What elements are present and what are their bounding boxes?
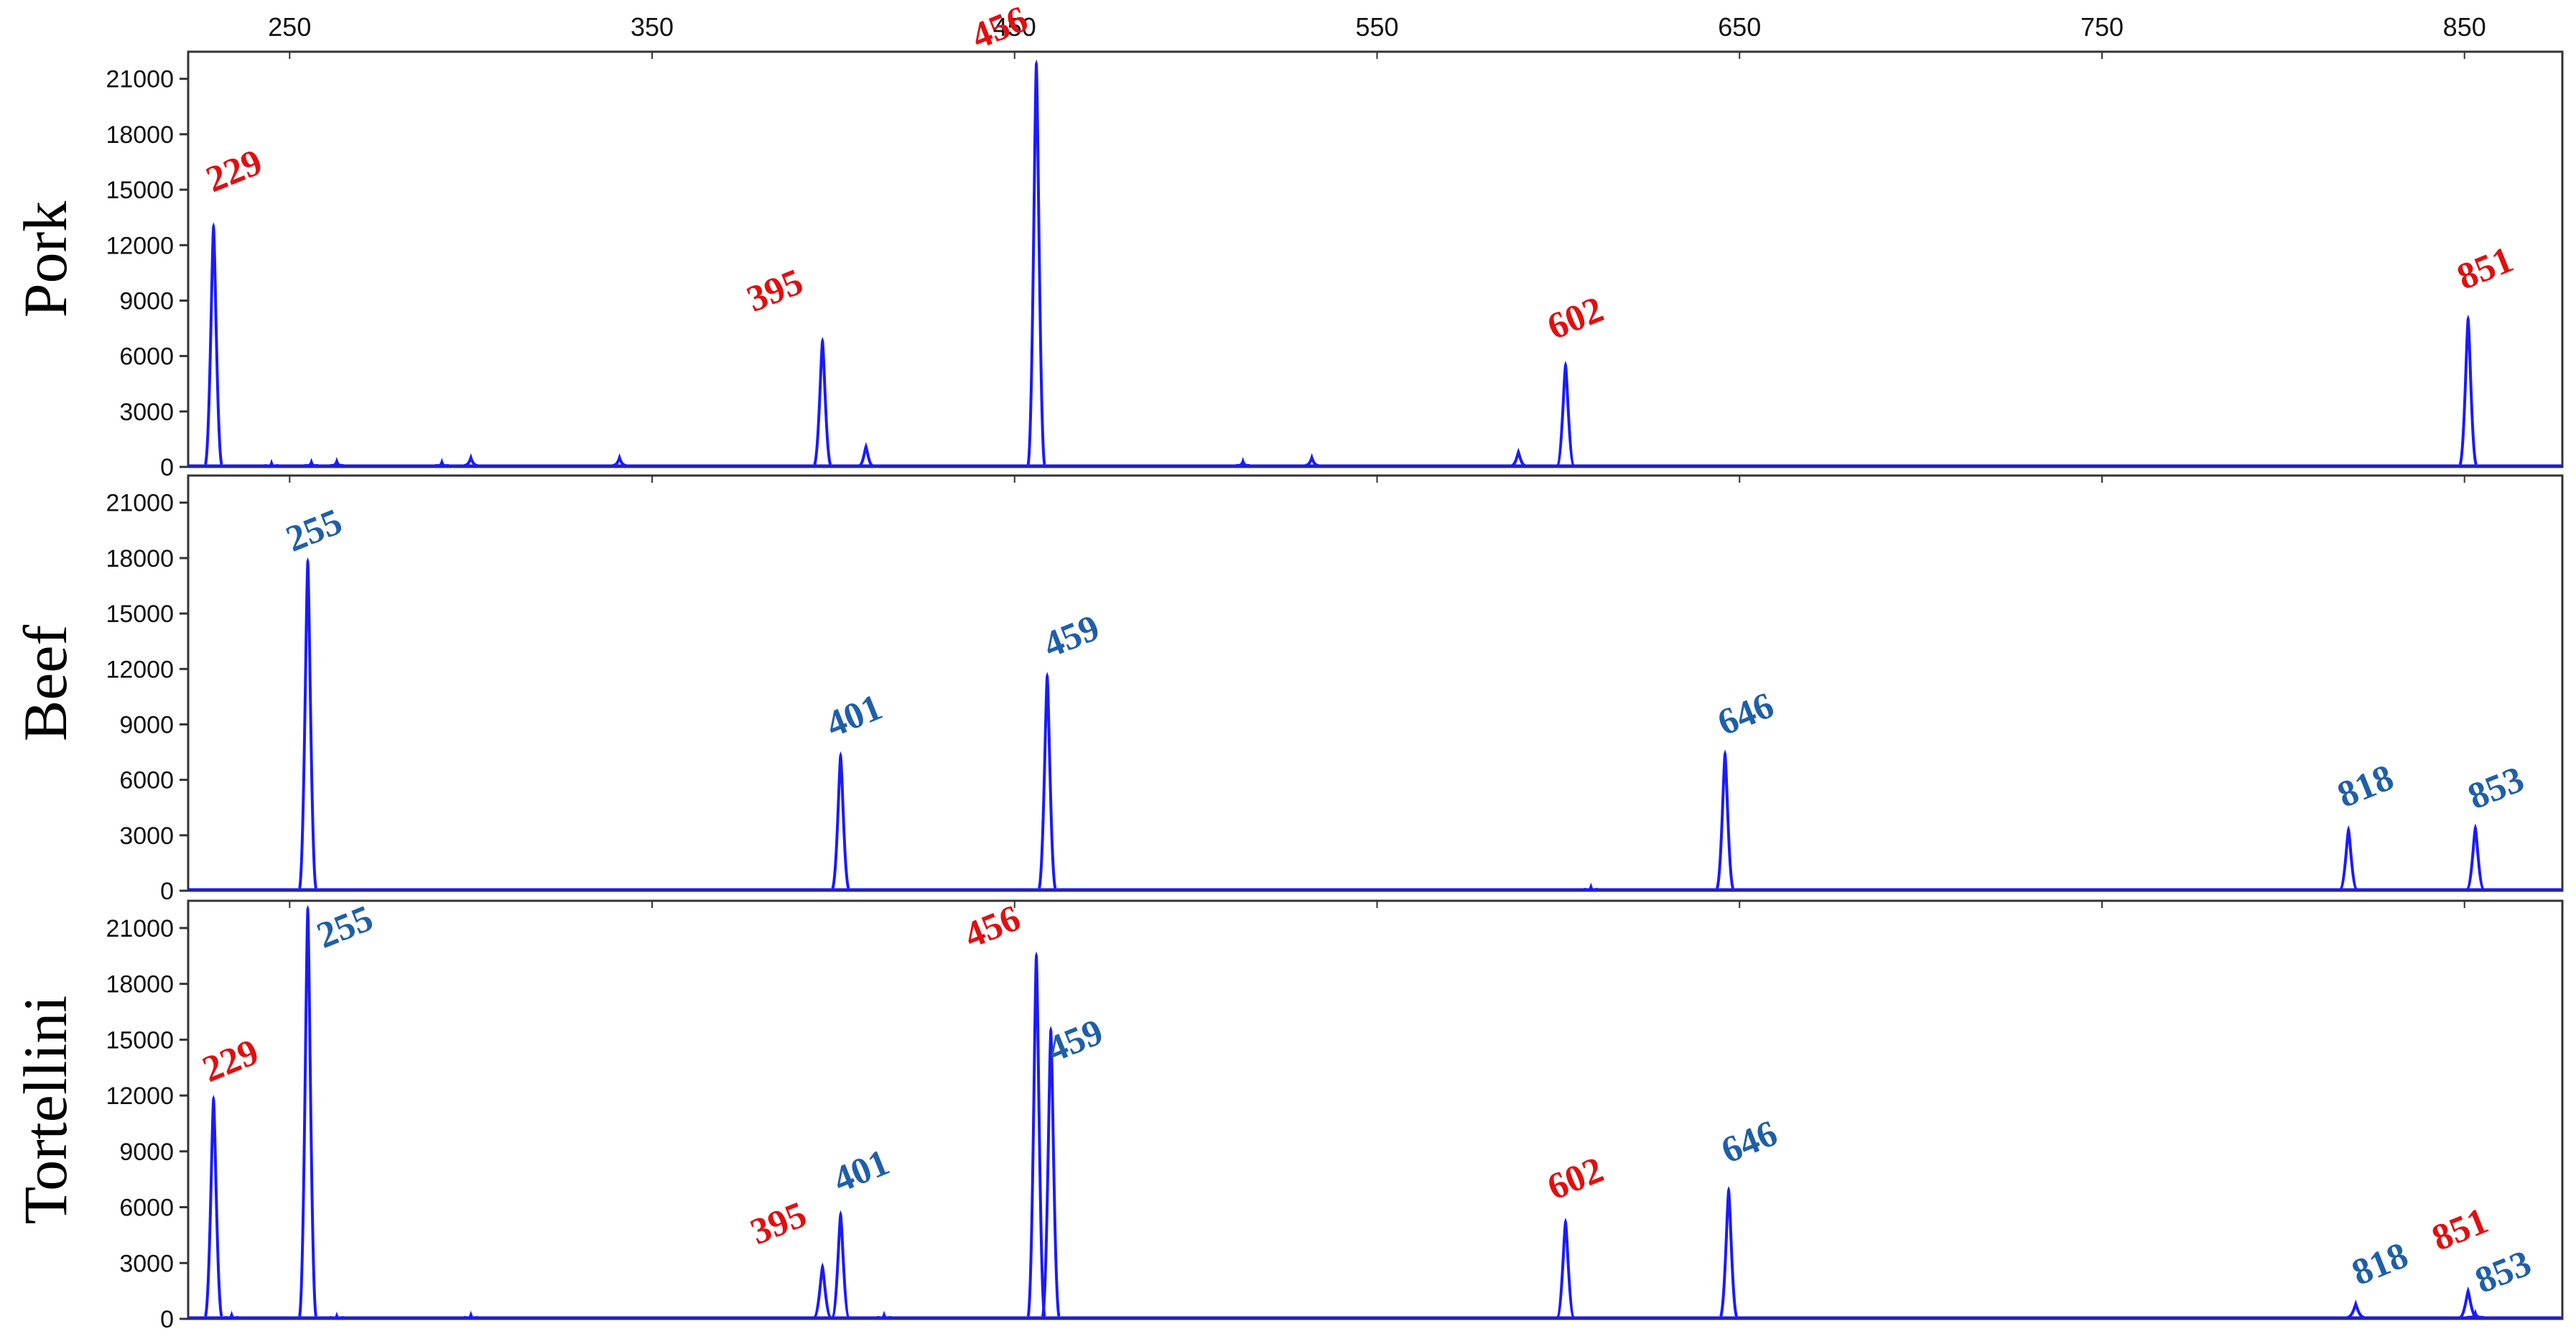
peak-341	[612, 453, 627, 467]
peak-256	[304, 458, 319, 468]
peak-513	[1236, 456, 1250, 468]
y-tick-label: 0	[160, 1306, 174, 1333]
y-tick-label: 21000	[106, 915, 174, 942]
panel-frame	[187, 50, 2564, 468]
peak-300	[463, 453, 478, 467]
y-tick-label: 21000	[106, 490, 174, 517]
peak-263	[330, 456, 344, 468]
y-tick-label: 6000	[119, 343, 174, 371]
peak-532	[1304, 453, 1319, 467]
peak-602	[1555, 1217, 1576, 1319]
x-tick-label-450: 450	[993, 12, 1036, 42]
panel-label: Pork	[11, 201, 80, 318]
y-tick-label: 3000	[119, 822, 174, 850]
peak-255	[297, 557, 318, 891]
peak-647	[1719, 1185, 1739, 1319]
x-tick-label-850: 850	[2443, 12, 2486, 42]
y-tick-label: 9000	[119, 287, 174, 315]
y-tick-label: 18000	[106, 545, 174, 573]
peak-456	[1026, 59, 1047, 467]
y-tick-label: 12000	[106, 1083, 174, 1110]
y-tick-label: 9000	[119, 1139, 174, 1166]
x-tick-label-350: 350	[631, 12, 674, 42]
y-tick-label: 12000	[106, 656, 174, 683]
peak-459	[1037, 671, 1058, 891]
peak-818	[2338, 825, 2359, 891]
peak-229	[203, 1094, 224, 1319]
y-tick-label: 3000	[119, 399, 174, 426]
x-tick-label-550: 550	[1355, 12, 1398, 42]
x-tick-label-650: 650	[1718, 12, 1761, 42]
panel-pork: 030006000900012000150001800021000Pork229…	[11, 0, 2564, 481]
peak-234	[224, 1310, 239, 1320]
peak-245	[264, 458, 279, 468]
y-tick-label: 3000	[119, 1250, 174, 1277]
peak-853	[2465, 823, 2486, 891]
peak-409	[858, 442, 874, 467]
peak-397	[812, 336, 833, 467]
peak-602	[1555, 361, 1576, 467]
peak-414	[877, 1310, 891, 1320]
peak-820	[2346, 1299, 2365, 1319]
y-tick-label: 0	[160, 454, 174, 481]
panel-label: Tortellini	[11, 996, 80, 1225]
peak-229	[203, 221, 224, 467]
panel-frame	[187, 474, 2564, 892]
peak-646	[1715, 749, 1736, 891]
peak-460	[1041, 1025, 1061, 1319]
y-tick-label: 0	[160, 878, 174, 905]
peak-397	[812, 1262, 833, 1319]
peak-300	[463, 1310, 478, 1320]
y-tick-label: 15000	[106, 601, 174, 628]
panel-frame	[187, 899, 2564, 1320]
peak-label-456: 456	[966, 0, 1033, 57]
peak-589	[1511, 448, 1526, 467]
panel-beef: 030006000900012000150001800021000Beef255…	[11, 474, 2564, 905]
y-tick-label: 6000	[119, 767, 174, 794]
y-tick-label: 18000	[106, 971, 174, 998]
y-tick-label: 15000	[106, 177, 174, 204]
peak-851	[2458, 314, 2478, 467]
y-tick-label: 15000	[106, 1026, 174, 1054]
peak-456	[1026, 950, 1047, 1319]
y-tick-label: 18000	[106, 121, 174, 149]
peak-263	[330, 1311, 344, 1320]
peak-292	[434, 458, 449, 468]
y-tick-label: 9000	[119, 711, 174, 738]
peak-609	[1584, 882, 1599, 891]
peak-402	[830, 751, 851, 891]
peak-402	[830, 1210, 851, 1319]
x-tick-label-750: 750	[2080, 12, 2124, 42]
y-tick-label: 6000	[119, 1195, 174, 1222]
y-tick-label: 12000	[106, 232, 174, 259]
peak-851	[2458, 1286, 2478, 1319]
panel-tortellini: 0 3000 6000 9000 12000 15000 18000 21000 Tortell…	[11, 897, 2564, 1333]
panels: 030006000900012000150001800021000Pork229…	[11, 0, 2564, 1333]
x-axis: 250 350 450 550 650 750 850	[268, 12, 2486, 42]
x-tick-label-250: 250	[268, 12, 311, 42]
panel-label: Beef	[11, 624, 80, 741]
peak-255	[297, 904, 318, 1319]
peak-853	[2466, 1308, 2484, 1320]
y-tick-label: 21000	[106, 66, 174, 93]
